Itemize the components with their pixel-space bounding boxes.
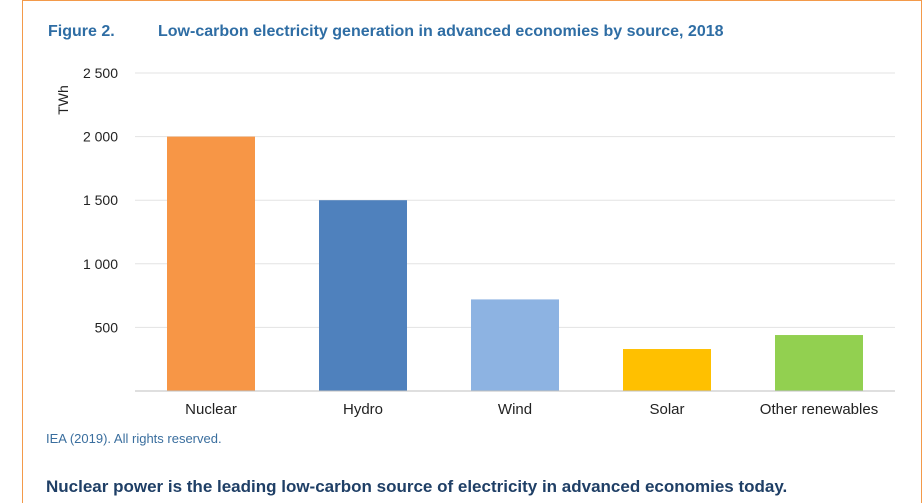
figure-title: Low-carbon electricity generation in adv… <box>158 23 724 40</box>
y-tick-label: 1 500 <box>83 192 118 208</box>
x-tick-label: Wind <box>498 401 532 418</box>
bar-wind <box>471 299 559 391</box>
y-tick-label: 500 <box>95 319 119 335</box>
y-tick-label: 2 000 <box>83 129 118 145</box>
y-tick-label: 2 500 <box>83 65 118 81</box>
bar-nuclear <box>167 136 255 391</box>
axes: 500 1 000 1 500 2 000 2 500 Nuclear Hydro Wind S… <box>83 65 895 418</box>
figure-caption: Nuclear power is the leading low-carbon … <box>46 477 788 496</box>
source-note: IEA (2019). All rights reserved. <box>46 431 222 446</box>
x-tick-label: Solar <box>649 401 684 418</box>
bar-solar <box>623 349 711 391</box>
x-tick-label: Nuclear <box>185 401 237 418</box>
y-axis-label: TWh <box>55 85 71 115</box>
figure-label: Figure 2. <box>48 23 115 40</box>
x-tick-label: Other renewables <box>760 401 878 418</box>
bar-hydro <box>319 200 407 391</box>
y-tick-label: 1 000 <box>83 256 118 272</box>
bars <box>167 136 863 391</box>
x-tick-label: Hydro <box>343 401 383 418</box>
gridlines <box>135 72 895 328</box>
bar-other-renewables <box>775 335 863 391</box>
